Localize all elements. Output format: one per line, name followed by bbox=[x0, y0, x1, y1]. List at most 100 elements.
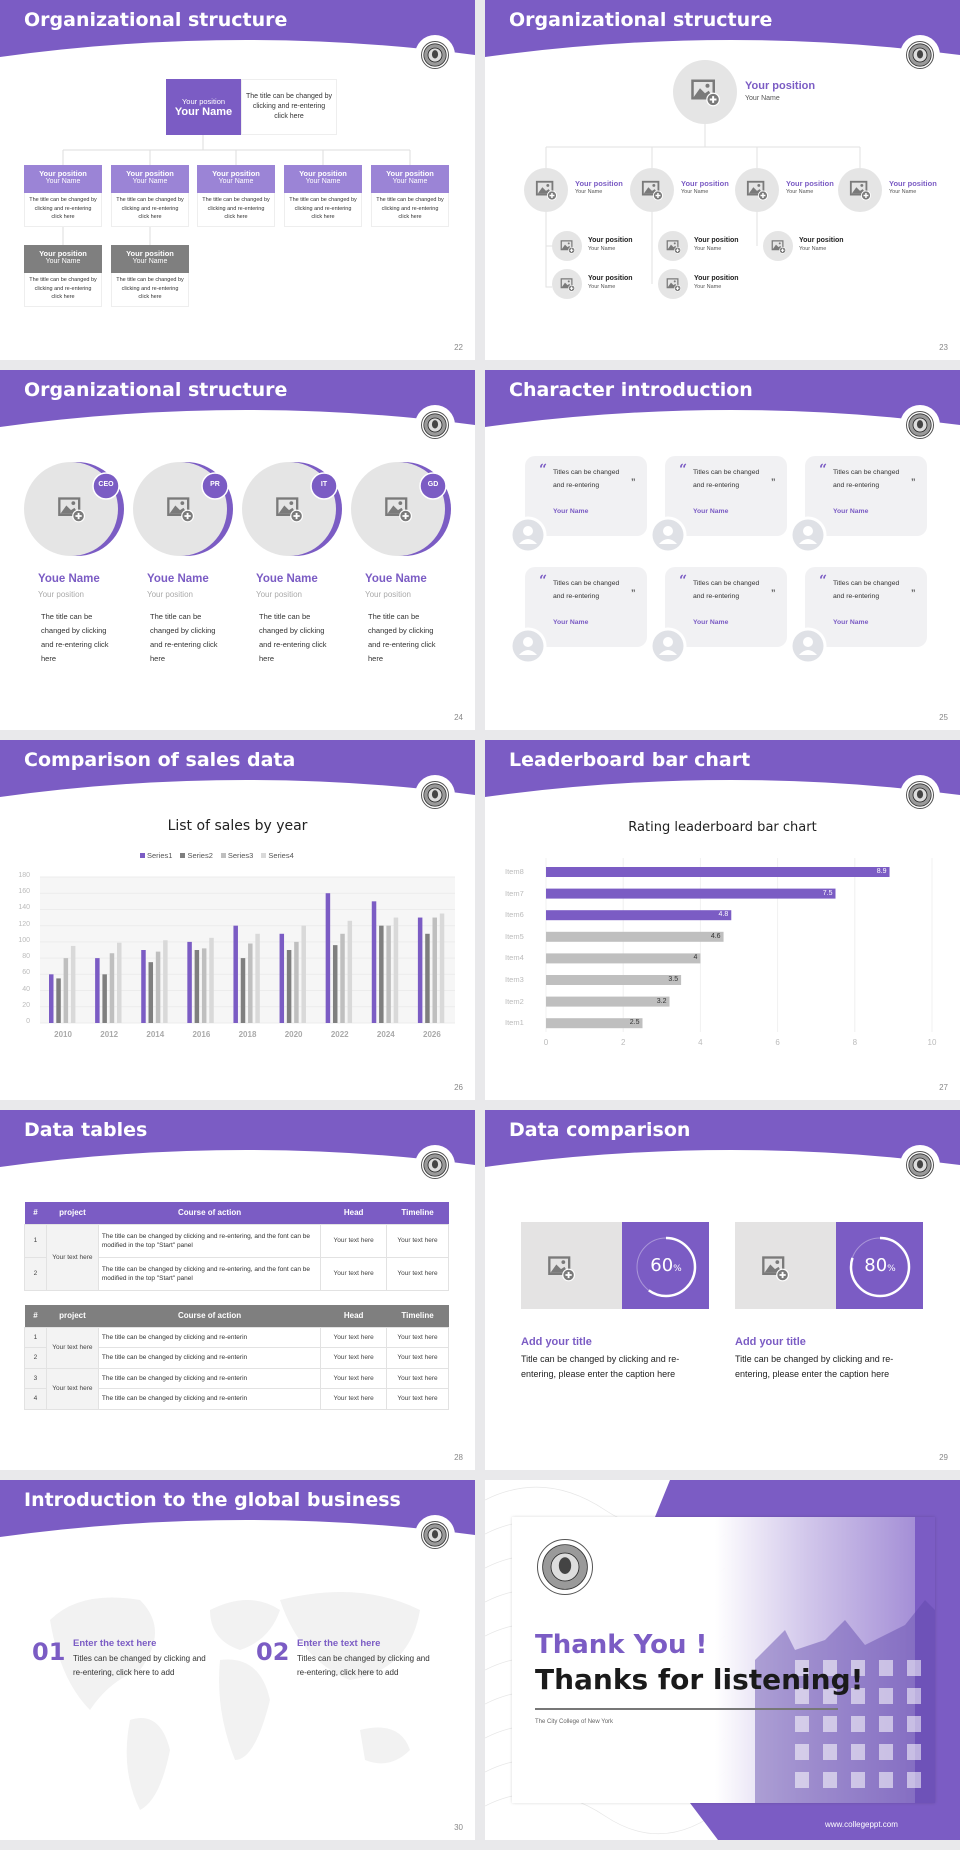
slide-28[interactable]: Data tables 28 # project Course of action Hea… bbox=[0, 1110, 475, 1470]
plus bbox=[549, 193, 555, 198]
window bbox=[879, 1688, 893, 1704]
data-label: 4 bbox=[693, 954, 698, 962]
page-number: 25 bbox=[939, 713, 948, 722]
node-desc: The title can be changed by clicking and… bbox=[197, 193, 275, 227]
category-label: Item6 bbox=[505, 910, 524, 920]
avatar-body bbox=[519, 650, 537, 655]
avatar-head bbox=[523, 637, 533, 647]
slide-27[interactable]: Leaderboard bar chart 27 Rating leaderboar… bbox=[485, 740, 960, 1100]
org-node[interactable]: Your position Your Name bbox=[24, 165, 102, 193]
bar-Series4-2024 bbox=[393, 917, 399, 1023]
role-badge-label: GD bbox=[427, 481, 439, 488]
bar-Series2-2012 bbox=[102, 974, 107, 1023]
child-name: Your Name bbox=[694, 284, 722, 290]
legend-swatch bbox=[220, 853, 226, 858]
node-position: Your position bbox=[212, 169, 260, 178]
image-placeholder[interactable] bbox=[735, 1222, 836, 1309]
bar-Item8 bbox=[546, 867, 890, 877]
testimonial-card[interactable] bbox=[665, 567, 787, 647]
college-seal-logo bbox=[421, 41, 449, 69]
image-placeholder[interactable] bbox=[521, 1222, 622, 1309]
slide-31[interactable]: Thank You ! Thanks for listening! The City… bbox=[485, 1480, 960, 1840]
testimonial-card[interactable] bbox=[805, 456, 927, 536]
node-name: Your Name bbox=[305, 178, 341, 185]
slide-23[interactable]: Organizational structure 23 Your position Y… bbox=[485, 0, 960, 360]
continent bbox=[210, 1600, 280, 1650]
org-node[interactable]: Your position Your Name bbox=[371, 165, 449, 193]
header-band bbox=[0, 0, 475, 57]
image-placeholder-icon bbox=[666, 277, 681, 292]
image-placeholder-icon bbox=[560, 239, 575, 254]
timeline-cell: Your text here bbox=[386, 1367, 449, 1389]
course-cell: The title can be changed by clicking and… bbox=[97, 1388, 322, 1410]
slide-26[interactable]: Comparison of sales data 26 List of sales … bbox=[0, 740, 475, 1100]
org-node[interactable]: Your position Your Name bbox=[284, 165, 362, 193]
testimonial-card[interactable] bbox=[525, 567, 647, 647]
image-placeholder-icon bbox=[762, 1256, 789, 1282]
column-header: project bbox=[59, 1208, 86, 1218]
mountain bbox=[561, 244, 571, 249]
head-cell: Your text here bbox=[320, 1367, 388, 1389]
node-desc: The title can be changed by clicking and… bbox=[24, 273, 102, 307]
person-name: Your Name bbox=[833, 619, 869, 626]
person-desc: The title can be changed by clicking and… bbox=[368, 612, 436, 663]
quote-text: Titles can be changed and re-entering bbox=[833, 469, 900, 489]
avatar-head bbox=[803, 526, 813, 536]
seal-head bbox=[916, 1160, 924, 1169]
slide-22[interactable]: Organizational structure 22 Your position Y… bbox=[0, 0, 475, 360]
slide-24[interactable]: Organizational structure 24 CEO Youe Name Yo… bbox=[0, 370, 475, 730]
image-placeholder-icon bbox=[276, 497, 303, 523]
window bbox=[879, 1660, 893, 1676]
project-cell: Your text here bbox=[45, 1367, 99, 1410]
org-node[interactable]: Your position Your Name bbox=[111, 245, 189, 273]
sun bbox=[567, 241, 570, 244]
header-band bbox=[0, 1480, 475, 1537]
header-band bbox=[485, 740, 960, 797]
mountain bbox=[667, 244, 677, 249]
testimonial-card[interactable] bbox=[805, 567, 927, 647]
percent-value: 80% bbox=[848, 1255, 912, 1276]
course-cell: The title can be changed by clicking and… bbox=[97, 1326, 322, 1348]
sun bbox=[860, 183, 864, 187]
sun bbox=[180, 501, 185, 506]
table-row[interactable]: 3 Your text here The title can be changed … bbox=[24, 1367, 449, 1410]
top-node-position: Your position bbox=[181, 96, 226, 106]
window bbox=[795, 1772, 809, 1788]
plus bbox=[569, 286, 573, 290]
node-position: Your position bbox=[299, 169, 347, 178]
avatar-icon bbox=[789, 627, 827, 665]
avatar-body bbox=[659, 539, 677, 544]
y-tick-label: 40 bbox=[22, 985, 30, 993]
table-row[interactable]: 2 The title can be changed by clicking an… bbox=[24, 1347, 449, 1369]
slide-30[interactable]: Introduction to the global business 30 01 E… bbox=[0, 1480, 475, 1840]
bar-Series1-2026 bbox=[417, 917, 423, 1023]
avatar-head bbox=[803, 637, 813, 647]
node-position: Your position bbox=[39, 169, 87, 178]
college-seal-logo bbox=[421, 781, 449, 809]
table-row[interactable]: 2 The title can be changed by clicking an… bbox=[24, 1256, 449, 1291]
org-node[interactable]: Your position Your Name bbox=[24, 245, 102, 273]
timeline-cell: Your text here bbox=[386, 1326, 449, 1348]
window bbox=[795, 1744, 809, 1760]
table-row[interactable]: 4 The title can be changed by clicking an… bbox=[24, 1388, 449, 1410]
open-quote-icon: “ bbox=[819, 462, 828, 478]
testimonial-card[interactable] bbox=[665, 456, 787, 536]
node-position: Your position bbox=[126, 249, 174, 258]
node-name: Your Name bbox=[132, 258, 168, 265]
testimonial-card[interactable] bbox=[525, 456, 647, 536]
child-name: Your Name bbox=[799, 246, 827, 252]
node-desc: The title can be changed by clicking and… bbox=[24, 193, 102, 227]
top-node[interactable]: Your position Your Name bbox=[166, 79, 241, 135]
slide-25[interactable]: Character introduction 25 “ Titles can be c… bbox=[485, 370, 960, 730]
header-curve bbox=[485, 0, 960, 57]
image-placeholder-icon bbox=[666, 239, 681, 254]
org-node[interactable]: Your position Your Name bbox=[197, 165, 275, 193]
column-chart bbox=[40, 876, 455, 1024]
slide-29[interactable]: Data comparison 29 60% Add your title Title … bbox=[485, 1110, 960, 1470]
org-node[interactable]: Your position Your Name bbox=[111, 165, 189, 193]
table-row[interactable]: 1 Your text here The title can be changed … bbox=[24, 1326, 449, 1369]
mountain bbox=[60, 505, 78, 514]
y-tick-label: 180 bbox=[18, 872, 30, 879]
frame bbox=[560, 277, 572, 288]
table-row[interactable]: 1 Your text here The title can be changed … bbox=[24, 1223, 449, 1291]
